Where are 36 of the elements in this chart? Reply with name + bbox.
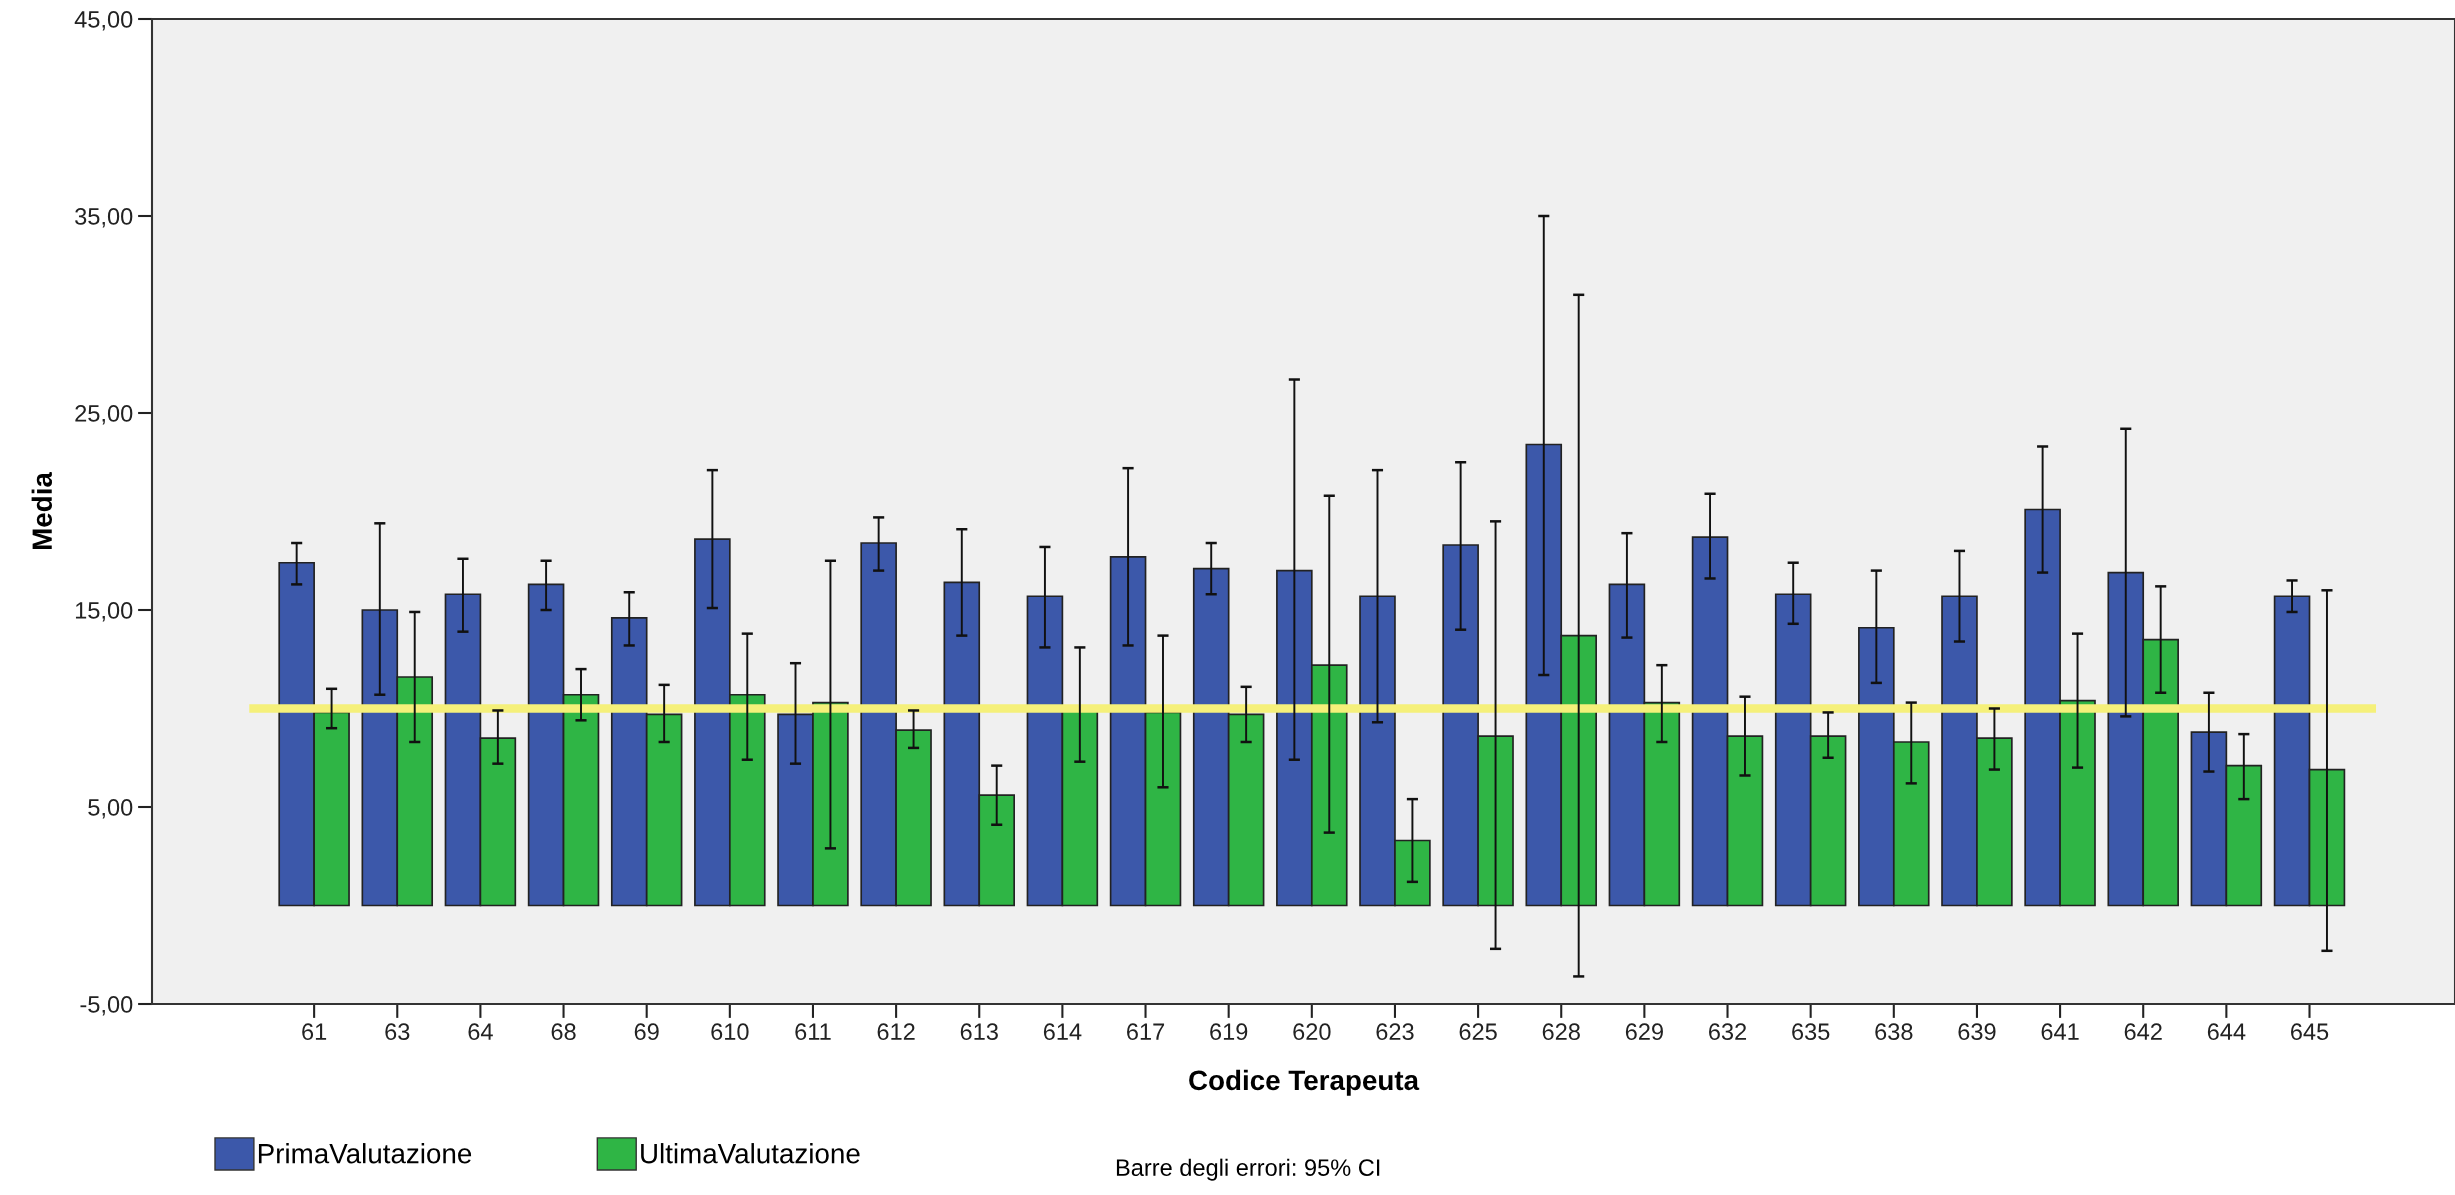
legend-label: PrimaValutazione	[258, 1143, 472, 1164]
x-tick-label: 635	[1792, 1023, 1830, 1041]
x-tick-label: 628	[1542, 1023, 1580, 1041]
x-tick-label: 612	[877, 1023, 915, 1041]
x-tick-label: 625	[1459, 1023, 1497, 1041]
x-tick-label: 639	[1958, 1023, 1996, 1041]
x-tick-label: 619	[1210, 1023, 1248, 1041]
y-tick-label: 15,00	[75, 602, 133, 622]
legend-label: UltimaValutazione	[641, 1143, 860, 1164]
x-tick-label: 623	[1376, 1023, 1414, 1041]
x-tick-label: 611	[795, 1023, 831, 1041]
x-tick-label: 610	[711, 1023, 749, 1041]
x-tick-label: 645	[2291, 1023, 2329, 1041]
x-tick-label: 64	[468, 1023, 493, 1041]
y-tick-label: 25,00	[75, 405, 133, 425]
x-tick-label: 620	[1293, 1023, 1331, 1041]
x-tick-label: 69	[634, 1023, 659, 1041]
x-tick-label: 61	[302, 1023, 327, 1041]
x-tick-label: 617	[1127, 1023, 1165, 1041]
y-tick-label: 5,00	[88, 799, 133, 819]
y-tick-label: -5,00	[80, 996, 133, 1016]
y-axis-title: Media	[31, 471, 53, 549]
x-tick-label: 632	[1709, 1023, 1747, 1041]
x-tick-label: 614	[1043, 1023, 1082, 1041]
x-tick-label: 613	[960, 1023, 998, 1041]
y-tick-label: 35,00	[75, 208, 133, 228]
x-tick-label: 644	[2207, 1023, 2246, 1041]
x-tick-label: 68	[551, 1023, 576, 1041]
text: Barre degli errori: 95% CI	[1116, 1158, 1380, 1181]
x-tick-label: 641	[2041, 1023, 2079, 1041]
x-tick-label: 63	[385, 1023, 410, 1041]
x-axis-title: Codice Terapeuta	[1189, 1069, 1420, 1096]
y-tick-label: 45,00	[74, 11, 133, 31]
x-tick-label: 642	[2124, 1023, 2162, 1041]
x-tick-label: 638	[1875, 1023, 1913, 1041]
x-tick-label: 629	[1625, 1023, 1663, 1041]
